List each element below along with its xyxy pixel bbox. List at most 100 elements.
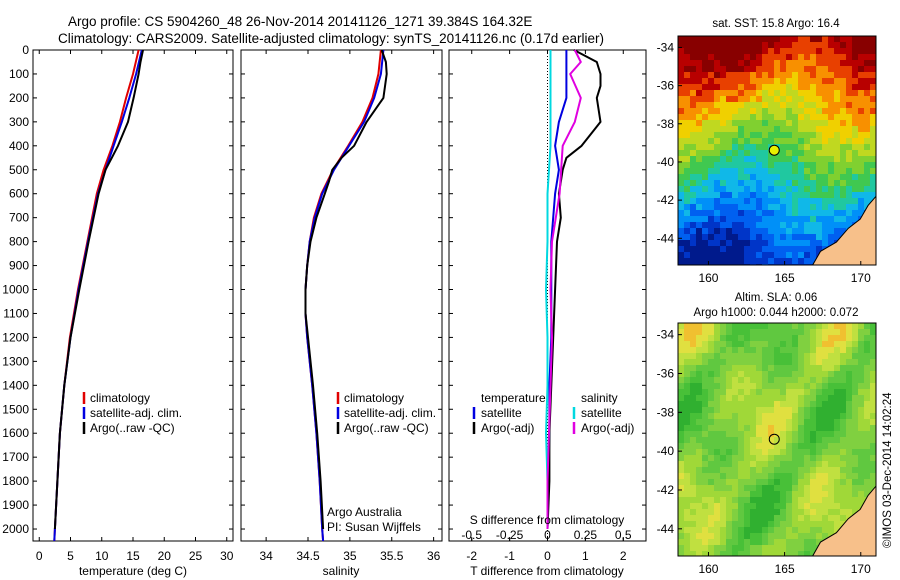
map-cell [684,252,690,258]
map-cell [744,545,750,551]
map-cell [852,359,858,365]
map-cell [732,126,738,132]
map-cell [768,389,774,395]
map-cell [810,335,816,341]
map-cell [750,150,756,156]
map-cell [804,533,810,539]
map-cell [750,228,756,234]
map-cell [786,329,792,335]
map-cell [744,216,750,222]
map-cell [822,521,828,527]
map-cell [804,72,810,78]
map-cell [708,323,714,329]
map-cell [840,461,846,467]
map-cell [834,515,840,521]
map-cell [804,204,810,210]
map-cell [762,78,768,84]
map-cell [828,449,834,455]
map-cell [732,114,738,120]
map-cell [834,329,840,335]
map-cell [822,174,828,180]
map-cell [810,216,816,222]
map-cell [696,491,702,497]
map-y-tick-label: -38 [657,117,675,131]
map-cell [846,132,852,138]
map-cell [798,246,804,252]
map-cell [780,114,786,120]
map-cell [834,60,840,66]
map-cell [690,539,696,545]
map-cell [810,347,816,353]
map-cell [738,138,744,144]
map-cell [684,443,690,449]
map-cell [804,377,810,383]
map-cell [738,437,744,443]
map-cell [798,407,804,413]
map-cell [678,222,684,228]
map-cell [846,371,852,377]
map-cell [714,72,720,78]
map-cell [732,437,738,443]
map-cell [834,353,840,359]
institution-annotation: Argo Australia [327,505,402,519]
map-cell [864,389,870,395]
map-cell [708,335,714,341]
map-cell [834,156,840,162]
map-cell [810,90,816,96]
map-cell [792,48,798,54]
map-cell [852,162,858,168]
map-cell [858,180,864,186]
map-cell [714,108,720,114]
map-cell [792,42,798,48]
map-cell [762,180,768,186]
x-tick-label: 0 [36,549,43,563]
map-cell [732,383,738,389]
map-cell [708,497,714,503]
map-cell [834,72,840,78]
map-cell [762,455,768,461]
map-cell [702,60,708,66]
map-cell [810,174,816,180]
map-cell [792,359,798,365]
map-cell [726,36,732,42]
legend-label-t-satellite: satellite [481,406,522,420]
map-cell [798,431,804,437]
map-cell [708,377,714,383]
map-cell [756,234,762,240]
map-cell [798,180,804,186]
map-cell [810,407,816,413]
map-cell [774,485,780,491]
map-cell [768,240,774,246]
map-cell [750,96,756,102]
map-cell [852,114,858,120]
climatology-line [53,49,140,542]
map-cell [690,246,696,252]
map-cell [726,210,732,216]
map-cell [738,204,744,210]
map-cell [726,246,732,252]
salinity-plot-frame [240,49,443,542]
map-cell [702,234,708,240]
map-cell [798,216,804,222]
map-cell [810,132,816,138]
map-cell [744,329,750,335]
map-cell [684,156,690,162]
map-cell [798,485,804,491]
map-cell [726,72,732,78]
map-cell [714,371,720,377]
map-cell [678,36,684,42]
map-cell [858,341,864,347]
map-cell [768,383,774,389]
map-cell [786,108,792,114]
map-cell [822,240,828,246]
map-cell [840,413,846,419]
map-cell [804,108,810,114]
map-cell [756,54,762,60]
pi-annotation: PI: Susan Wijffels [327,520,421,534]
map-cell [684,323,690,329]
map-cell [714,389,720,395]
map-cell [792,347,798,353]
map-cell [774,509,780,515]
map-cell [774,527,780,533]
map-cell [690,383,696,389]
